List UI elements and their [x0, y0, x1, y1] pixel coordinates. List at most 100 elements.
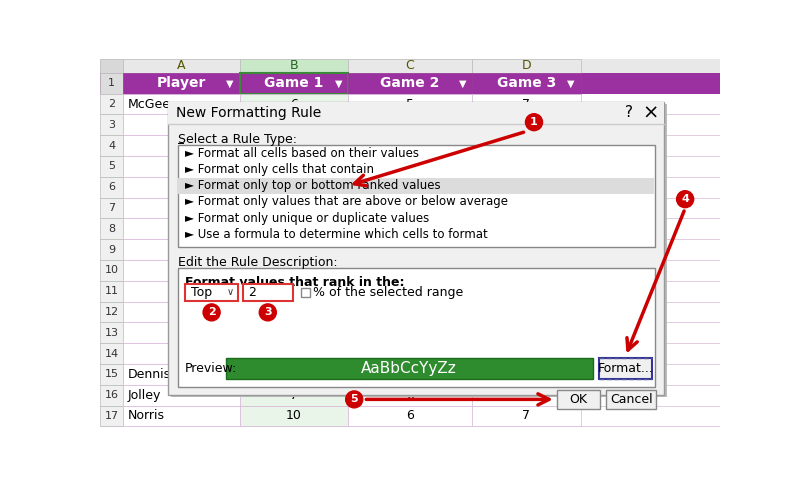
Bar — [100, 281, 123, 302]
Text: 2: 2 — [248, 286, 256, 299]
Text: Preview:: Preview: — [186, 362, 238, 375]
Text: % of the selected range: % of the selected range — [313, 286, 463, 299]
Bar — [606, 390, 657, 409]
Text: ► Format all cells based on their values: ► Format all cells based on their values — [186, 147, 419, 160]
Circle shape — [259, 304, 276, 321]
Bar — [348, 93, 472, 115]
Text: AaBbCcYyZz: AaBbCcYyZz — [362, 361, 457, 376]
Bar — [599, 358, 652, 379]
Text: Jolley: Jolley — [128, 389, 162, 401]
Bar — [100, 405, 123, 427]
Bar — [168, 102, 664, 123]
Bar — [100, 322, 123, 343]
Bar — [472, 364, 581, 385]
Bar — [472, 239, 581, 260]
Text: 9: 9 — [108, 245, 115, 255]
Text: Cancel: Cancel — [610, 393, 653, 406]
Bar — [178, 178, 654, 194]
Text: 6: 6 — [290, 97, 298, 111]
Text: Format values that rank in the:: Format values that rank in the: — [186, 276, 405, 289]
Text: 16: 16 — [105, 390, 118, 400]
Bar — [239, 239, 348, 260]
Text: 10: 10 — [105, 265, 118, 276]
Bar — [472, 156, 581, 177]
Bar — [348, 405, 472, 427]
Bar — [348, 385, 472, 405]
Bar — [170, 104, 666, 397]
Text: 1: 1 — [530, 117, 538, 127]
Text: ► Use a formula to determine which cells to format: ► Use a formula to determine which cells… — [186, 228, 488, 241]
Bar — [123, 260, 239, 281]
Text: Format...: Format... — [598, 362, 654, 375]
Bar — [100, 59, 123, 73]
Bar — [239, 73, 348, 93]
Text: 15: 15 — [105, 369, 118, 379]
Text: ×: × — [642, 103, 658, 123]
Bar — [178, 145, 655, 247]
Bar — [239, 59, 348, 73]
Bar — [348, 59, 472, 73]
Text: 10: 10 — [286, 409, 302, 423]
Bar — [239, 218, 348, 239]
Bar — [558, 390, 600, 409]
Bar — [472, 93, 581, 115]
Bar — [472, 198, 581, 218]
Bar — [100, 343, 123, 364]
Bar — [123, 364, 239, 385]
Bar — [348, 281, 472, 302]
Bar — [123, 115, 239, 135]
Bar — [348, 115, 472, 135]
Text: ▼: ▼ — [567, 78, 575, 88]
Text: ► Format only top or bottom ranked values: ► Format only top or bottom ranked value… — [186, 179, 441, 192]
Bar — [301, 288, 310, 297]
Bar — [123, 135, 239, 156]
Text: Edit the Rule Description:: Edit the Rule Description: — [178, 256, 337, 269]
Bar — [239, 177, 348, 198]
Bar — [242, 284, 293, 301]
Bar — [100, 177, 123, 198]
Bar — [472, 115, 581, 135]
Text: B: B — [290, 60, 298, 72]
Bar — [348, 73, 472, 93]
Bar — [348, 218, 472, 239]
Bar — [100, 302, 123, 322]
Bar — [100, 260, 720, 281]
Bar — [348, 239, 472, 260]
Text: ∨: ∨ — [226, 287, 234, 297]
Bar — [239, 364, 348, 385]
Bar — [123, 385, 239, 405]
Bar — [100, 364, 720, 385]
Bar — [100, 343, 720, 364]
Bar — [472, 343, 581, 364]
Text: 7: 7 — [290, 389, 298, 401]
Bar — [123, 73, 239, 93]
Bar — [239, 302, 348, 322]
Bar — [168, 102, 664, 395]
Bar — [100, 364, 123, 385]
Text: D: D — [522, 60, 531, 72]
Text: ► Format only cells that contain: ► Format only cells that contain — [186, 163, 374, 176]
Bar — [100, 260, 123, 281]
Bar — [472, 281, 581, 302]
Bar — [100, 239, 720, 260]
Text: 2: 2 — [108, 99, 115, 109]
Bar — [239, 260, 348, 281]
Bar — [348, 343, 472, 364]
Bar — [100, 405, 720, 427]
Bar — [239, 281, 348, 302]
Text: ▼: ▼ — [226, 78, 234, 88]
Text: 7: 7 — [522, 409, 530, 423]
Bar — [472, 218, 581, 239]
Text: Game 2: Game 2 — [380, 76, 440, 91]
Bar — [123, 59, 239, 73]
Text: Game 3: Game 3 — [497, 76, 556, 91]
Bar — [472, 73, 581, 93]
Text: 11: 11 — [105, 286, 118, 296]
Circle shape — [346, 391, 362, 408]
Bar — [123, 322, 239, 343]
Bar — [100, 73, 123, 93]
Bar — [472, 322, 581, 343]
Text: 5: 5 — [350, 395, 358, 404]
Bar — [239, 198, 348, 218]
Text: C: C — [406, 60, 414, 72]
